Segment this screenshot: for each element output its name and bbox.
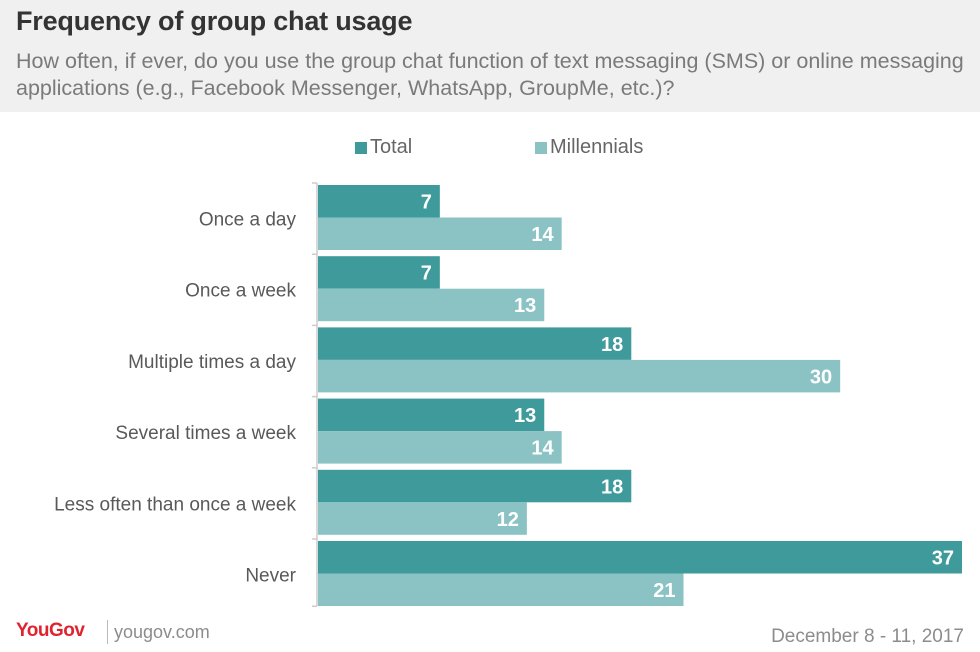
- value-label: 13: [514, 295, 536, 317]
- value-label: 14: [531, 224, 554, 246]
- value-label: 12: [497, 509, 519, 531]
- value-label: 7: [421, 263, 432, 285]
- category-label: Never: [245, 566, 296, 587]
- value-label: 18: [601, 334, 623, 356]
- bar-millennials: [318, 359, 841, 393]
- category-label: Once a day: [199, 210, 297, 231]
- chart-legend: Total Millennials: [0, 136, 980, 160]
- category-label: Once a week: [185, 281, 296, 302]
- bar-total: [318, 327, 632, 360]
- chart-header: Frequency of group chat usage How often,…: [0, 0, 980, 112]
- value-label: 18: [601, 476, 623, 498]
- bar-total: [318, 256, 440, 289]
- survey-date: December 8 - 11, 2017: [771, 626, 964, 647]
- value-label: 14: [531, 438, 554, 460]
- category-label: Several times a week: [115, 423, 296, 444]
- bar-millennials: [318, 288, 545, 322]
- legend-item-total: Total: [355, 136, 412, 159]
- value-label: 13: [514, 405, 536, 427]
- legend-item-millennials: Millennials: [535, 136, 643, 159]
- legend-label-total: Total: [370, 136, 413, 158]
- bar-millennials: [318, 502, 527, 535]
- yougov-logo: YouGov: [16, 620, 85, 641]
- value-label: 37: [932, 548, 954, 570]
- category-label: Multiple times a day: [128, 352, 296, 373]
- category-label: Less often than once a week: [54, 494, 296, 515]
- bar-total: [318, 469, 632, 503]
- value-label: 30: [810, 366, 832, 388]
- chart-subtitle: How often, if ever, do you use the group…: [16, 49, 964, 100]
- legend-swatch-total: [355, 141, 367, 154]
- legend-swatch-millennials: [535, 141, 547, 154]
- footer-divider: [107, 620, 108, 644]
- value-label: 7: [421, 192, 432, 214]
- legend-label-millennials: Millennials: [550, 136, 644, 158]
- bar-total: [318, 185, 440, 218]
- bar-millennials: [318, 431, 562, 464]
- bar-millennials: [318, 573, 684, 606]
- footer-url: yougov.com: [114, 622, 210, 642]
- bar-total: [318, 398, 545, 432]
- chart-title: Frequency of group chat usage: [16, 6, 413, 36]
- value-label: 21: [653, 580, 675, 602]
- bar-total: [318, 541, 962, 574]
- bar-millennials: [318, 217, 562, 250]
